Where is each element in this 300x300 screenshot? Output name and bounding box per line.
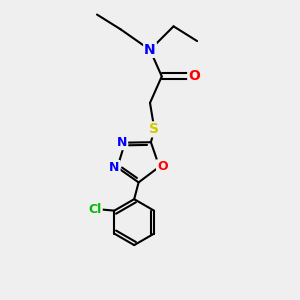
Text: Cl: Cl	[88, 203, 102, 216]
Text: S: S	[149, 122, 159, 136]
Text: O: O	[188, 69, 200, 83]
Text: N: N	[117, 136, 127, 149]
Text: O: O	[157, 160, 168, 173]
Text: N: N	[144, 43, 156, 57]
Text: N: N	[109, 161, 120, 174]
